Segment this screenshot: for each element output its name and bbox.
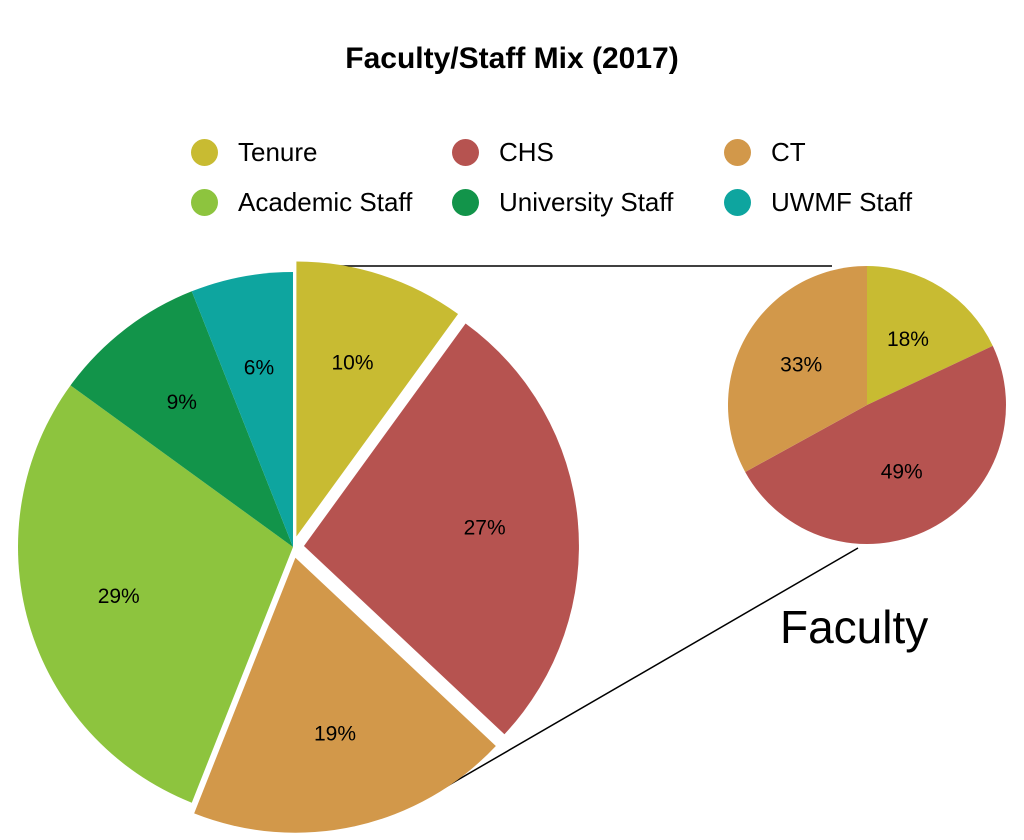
legend-label-uwmf-staff: UWMF Staff bbox=[771, 187, 913, 217]
legend-label-chs: CHS bbox=[499, 137, 554, 167]
legend-item-chs: CHS bbox=[452, 137, 554, 168]
main-data-label-tenure: 10% bbox=[331, 351, 373, 374]
legend-swatch-uwmf-staff bbox=[724, 189, 751, 216]
main-data-label-ct: 19% bbox=[314, 722, 356, 745]
main-slice-university-staff bbox=[70, 291, 293, 547]
faculty-slice-chs bbox=[745, 345, 1007, 545]
legend-swatch-chs bbox=[452, 139, 479, 166]
main-data-label-academic-staff: 29% bbox=[98, 585, 140, 608]
main-slice-uwmf-staff bbox=[191, 272, 293, 547]
legend-label-university-staff: University Staff bbox=[499, 187, 674, 217]
main-data-label-university-staff: 9% bbox=[167, 391, 197, 414]
main-data-label-chs: 27% bbox=[464, 516, 506, 539]
legend-item-university-staff: University Staff bbox=[452, 187, 673, 218]
faculty-slice-tenure bbox=[867, 266, 993, 405]
legend-item-ct: CT bbox=[724, 137, 806, 168]
connector-line-bottom bbox=[429, 547, 859, 797]
legend: Tenure CHS CT Academic Staff University … bbox=[0, 0, 1024, 240]
faculty-pie-label: Faculty bbox=[780, 601, 929, 653]
legend-swatch-university-staff bbox=[452, 189, 479, 216]
main-slice-chs bbox=[303, 323, 579, 735]
legend-item-uwmf-staff: UWMF Staff bbox=[724, 187, 912, 218]
legend-swatch-academic-staff bbox=[191, 189, 218, 216]
faculty-data-label-chs: 49% bbox=[881, 461, 923, 484]
main-slice-ct bbox=[194, 557, 496, 833]
legend-swatch-ct bbox=[724, 139, 751, 166]
legend-swatch-tenure bbox=[191, 139, 218, 166]
faculty-data-label-ct: 33% bbox=[780, 354, 822, 377]
main-pie: 10% 27% 19% 29% 9% 6% bbox=[17, 261, 579, 833]
legend-label-academic-staff: Academic Staff bbox=[238, 187, 413, 217]
main-slice-academic-staff bbox=[17, 385, 293, 803]
legend-item-tenure: Tenure bbox=[191, 137, 318, 168]
faculty-pie: 18% 49% 33% bbox=[728, 266, 1007, 545]
legend-label-tenure: Tenure bbox=[238, 137, 318, 167]
legend-item-academic-staff: Academic Staff bbox=[191, 187, 412, 218]
main-slice-tenure bbox=[296, 261, 459, 537]
faculty-slice-ct bbox=[728, 266, 867, 472]
chart-title: Faculty/Staff Mix (2017) bbox=[345, 42, 679, 75]
legend-label-ct: CT bbox=[771, 137, 806, 167]
faculty-data-label-tenure: 18% bbox=[887, 328, 929, 351]
main-data-label-uwmf-staff: 6% bbox=[244, 356, 274, 379]
